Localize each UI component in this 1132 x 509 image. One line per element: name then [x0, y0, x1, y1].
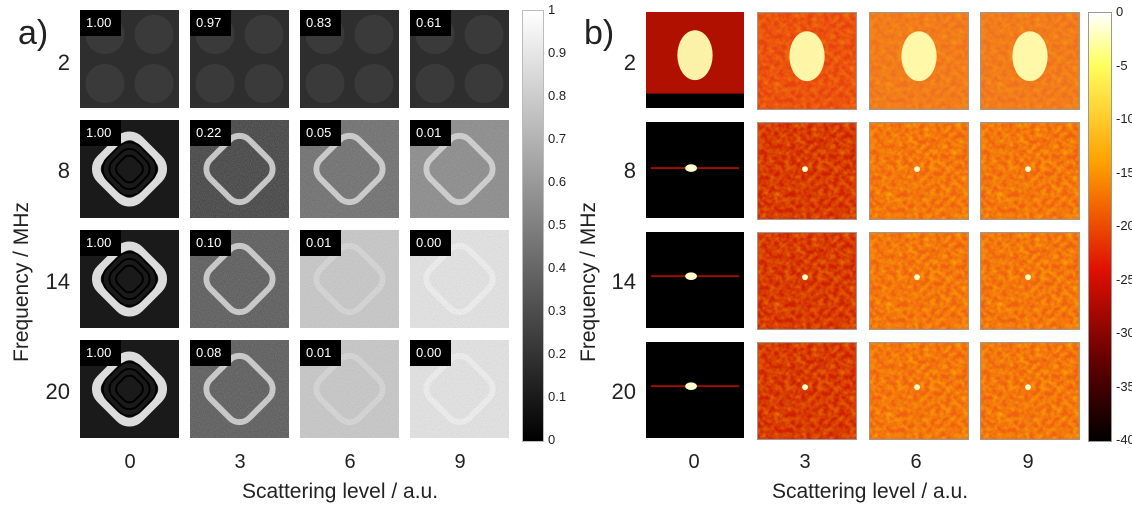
- panel-a-image-r3-c3: 0.00: [410, 340, 509, 438]
- colorbar-a-tick: 0.1: [548, 389, 567, 404]
- panel-a-image-r3-c1: 0.08: [190, 340, 289, 438]
- correlation-badge: 0.01: [300, 340, 342, 366]
- panel-a-col-label-9: 9: [454, 451, 466, 473]
- panel-a-row-label-20: 20: [45, 379, 70, 404]
- panel-a-image-r1-c2: 0.05: [300, 120, 399, 218]
- correlation-badge: 0.01: [410, 120, 452, 146]
- panel-b-col-label-6: 6: [910, 451, 922, 473]
- panel-b-image-r2-c0: [646, 232, 744, 328]
- correlation-badge: 0.22: [190, 120, 232, 146]
- panel-b-col-label-0: 0: [688, 451, 700, 473]
- panel-b-image-r3-c2: [869, 342, 969, 440]
- panel-a-image-r0-c2: 0.83: [300, 10, 399, 108]
- panel-a-label: a): [18, 14, 49, 52]
- panel-b-image-r2-c1: [757, 232, 857, 330]
- colorbar-b-tick: -5: [1116, 57, 1128, 73]
- correlation-badge: 0.97: [190, 10, 232, 36]
- panel-b-label: b): [584, 14, 615, 52]
- correlation-badge: 0.05: [300, 120, 342, 146]
- colorbar-a-tick: 0.4: [548, 260, 567, 275]
- colorbar-a-tick: 0: [548, 432, 556, 447]
- correlation-badge: 0.00: [410, 340, 452, 366]
- colorbar-a-tick: 0.2: [548, 346, 567, 361]
- panel-a-image-r0-c0: 1.00: [80, 10, 179, 108]
- panel-a-image-r2-c0: 1.00: [80, 230, 179, 328]
- correlation-badge: 0.10: [190, 230, 232, 256]
- correlation-badge: 0.00: [410, 230, 452, 256]
- panel-b-image-r3-c1: [757, 342, 857, 440]
- panel-b-image-r3-c0: [646, 342, 744, 438]
- panel-a-image-r3-c2: 0.01: [300, 340, 399, 438]
- panel-a-row-label-14: 14: [45, 269, 70, 294]
- panel-a-image-r3-c0: 1.00: [80, 340, 179, 438]
- panel-b-image-r1-c0: [646, 122, 744, 218]
- panel-a-col-label-3: 3: [234, 451, 246, 473]
- panel-b-image-r1-c1: [757, 122, 857, 220]
- panel-a-colorbar: [522, 10, 544, 442]
- panel-a-image-r1-c3: 0.01: [410, 120, 509, 218]
- panel-b-image-r3-c3: [980, 342, 1080, 440]
- colorbar-b-tick: -35: [1116, 378, 1132, 394]
- correlation-badge: 0.08: [190, 340, 232, 366]
- colorbar-b-tick: -20: [1116, 218, 1132, 233]
- panel-b-col-label-9: 9: [1022, 451, 1034, 473]
- panel-b-colorbar: [1088, 12, 1112, 442]
- panel-b-x-axis-label: Scattering level / a.u.: [771, 480, 969, 503]
- panel-b-image-r1-c3: [980, 122, 1080, 220]
- panel-a-image-r0-c1: 0.97: [190, 10, 289, 108]
- panel-a-x-axis-label: Scattering level / a.u.: [241, 480, 439, 503]
- panel-b-image-r0-c1: [757, 12, 857, 110]
- panel-b-image-r0-c3: [980, 12, 1080, 110]
- correlation-badge: 1.00: [80, 230, 122, 256]
- panel-b-image-r0-c0: [646, 12, 744, 108]
- colorbar-a-tick: 0.8: [548, 88, 567, 103]
- panel-b-image-r2-c2: [869, 232, 969, 330]
- correlation-badge: 1.00: [80, 10, 122, 36]
- panel-b-image-r1-c2: [869, 122, 969, 220]
- panel-b-row-label-8: 8: [623, 158, 636, 183]
- colorbar-b-tick: -30: [1116, 325, 1132, 340]
- colorbar-a-tick: 0.6: [548, 174, 567, 189]
- colorbar-a-tick: 1: [548, 2, 556, 17]
- colorbar-b-tick: -40: [1116, 432, 1132, 447]
- panel-b-image-r0-c2: [869, 12, 969, 110]
- panel-a-col-label-6: 6: [344, 451, 356, 473]
- panel-a-image-r2-c3: 0.00: [410, 230, 509, 328]
- panel-a-image-r0-c3: 0.61: [410, 10, 509, 108]
- panel-a-image-r1-c1: 0.22: [190, 120, 289, 218]
- correlation-badge: 0.61: [410, 10, 452, 36]
- panel-a-row-label-2: 2: [57, 50, 70, 75]
- correlation-badge: 1.00: [80, 340, 122, 366]
- panel-a-row-label-8: 8: [57, 158, 70, 183]
- correlation-badge: 1.00: [80, 120, 122, 146]
- correlation-badge: 0.01: [300, 230, 342, 256]
- correlation-badge: 0.83: [300, 10, 342, 36]
- colorbar-b-tick: -10: [1116, 111, 1132, 126]
- panel-b-image-r2-c3: [980, 232, 1080, 330]
- panel-a-image-r2-c2: 0.01: [300, 230, 399, 328]
- panel-a-col-label-0: 0: [124, 451, 136, 473]
- panel-a-image-r1-c0: 1.00: [80, 120, 179, 218]
- colorbar-a-tick: 0.5: [548, 217, 567, 232]
- panel-b-row-label-2: 2: [623, 50, 636, 75]
- panel-b-row-label-14: 14: [611, 269, 636, 294]
- colorbar-a-tick: 0.3: [548, 303, 567, 318]
- colorbar-a-tick: 0.9: [548, 45, 567, 60]
- panel-b-row-label-20: 20: [611, 379, 636, 404]
- colorbar-b-tick: -25: [1116, 271, 1132, 287]
- colorbar-b-tick: -15: [1116, 164, 1132, 180]
- panel-a-image-r2-c1: 0.10: [190, 230, 289, 328]
- panel-b-col-label-3: 3: [799, 451, 811, 473]
- colorbar-b-tick: 0: [1116, 4, 1124, 19]
- colorbar-a-tick: 0.7: [548, 131, 567, 146]
